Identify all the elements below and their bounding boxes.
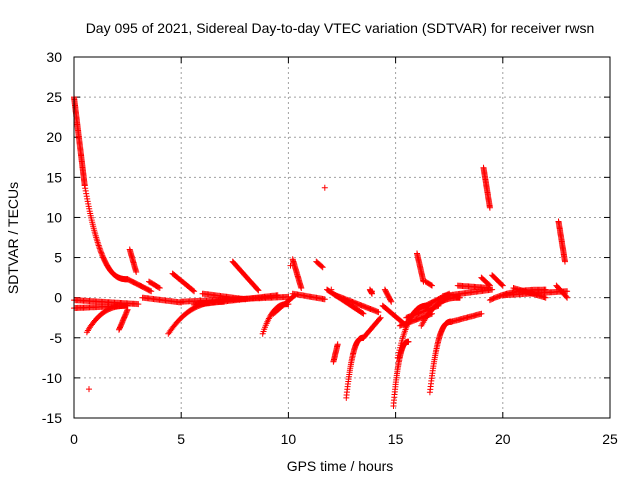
data-point [318,263,325,270]
series-sdtvar [71,94,571,409]
x-axis-label: GPS time / hours [287,458,394,474]
data-point [377,314,384,321]
data-point [405,338,412,345]
data-point [155,284,162,291]
data-point [499,282,506,289]
data-point [387,297,394,304]
data-point [287,262,294,269]
x-tick-label: 0 [70,431,78,447]
data-point [375,309,382,316]
y-tick-label: 10 [46,209,62,225]
data-point [298,285,305,291]
data-point [394,354,401,361]
data-point [428,282,434,288]
data-point [564,294,571,301]
data-point [542,294,549,301]
data-point [133,269,140,275]
data-point [321,296,328,303]
data-point [369,288,375,295]
data-point [254,286,261,293]
data-point [395,352,402,359]
plot-frame [73,56,611,419]
data-point [486,204,493,211]
data-point [321,184,328,191]
data-point [562,258,568,265]
data-point [498,281,505,288]
y-tick-label: -10 [42,370,62,386]
data-point [563,293,570,300]
data-point [478,310,485,317]
data-point [429,282,435,289]
data-point [334,341,341,348]
y-tick-label: 20 [46,129,62,145]
data-point [388,298,395,305]
y-tick-label: 0 [54,290,62,306]
data-point [124,306,131,313]
x-tick-label: 25 [602,431,618,447]
y-tick-label: 30 [46,49,62,65]
data-point [328,286,335,293]
y-tick-label: -15 [42,410,62,426]
x-tick-label: 15 [388,431,404,447]
data-point [190,287,197,294]
data-point [359,310,366,316]
tick-labels: 0 5 10 15 20 25 -15 -10 -5 0 5 10 15 20 25 30 [42,49,618,447]
data-point [255,287,262,294]
data-point [564,288,571,295]
y-tick-label: 5 [54,250,62,266]
data-point [191,288,198,295]
y-tick-label: 15 [46,169,62,185]
data-point [156,285,163,291]
grid [73,56,611,419]
plot-marks [71,94,571,409]
data-point [360,310,367,317]
data-point [376,315,383,322]
x-tick-label: 10 [281,431,297,447]
data-point [319,264,326,271]
data-point [274,292,281,299]
y-axis-label: SDTVAR / TECUs [5,182,21,294]
data-point [486,282,493,289]
data-point [86,386,92,393]
y-tick-label: 25 [46,89,62,105]
data-point [148,288,155,295]
chart-title: Day 095 of 2021, Sidereal Day-to-day VTE… [86,20,595,36]
y-tick-label: -5 [50,330,63,346]
data-point [486,281,493,288]
data-point [242,296,249,303]
x-tick-label: 20 [495,431,511,447]
data-point [135,301,142,308]
x-tick-label: 5 [177,431,185,447]
